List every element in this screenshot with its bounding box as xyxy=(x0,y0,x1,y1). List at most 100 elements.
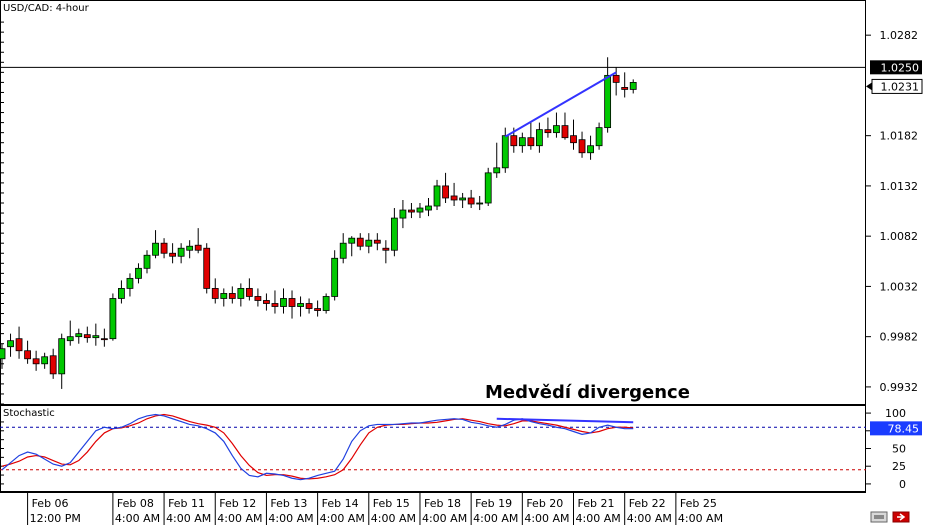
candle-up xyxy=(297,303,304,307)
time-hour-label: 4:00 AM xyxy=(320,512,365,525)
candle-down xyxy=(561,125,569,139)
candle-up xyxy=(501,135,509,169)
candle-up xyxy=(7,340,14,348)
candle-up xyxy=(220,293,228,299)
stochastic-label: Stochastic xyxy=(3,408,55,419)
candle-up xyxy=(177,247,185,257)
candle-up xyxy=(66,336,74,342)
candle-up xyxy=(390,217,398,251)
candle-down xyxy=(621,87,629,90)
candle-down xyxy=(160,242,168,254)
stochastic-k-line xyxy=(1,413,634,481)
price-tick-label: 0.9932 xyxy=(880,381,919,394)
time-date-label: Feb 14 xyxy=(322,497,359,510)
candle-up xyxy=(92,335,100,339)
candle-up xyxy=(135,267,142,279)
candle-down xyxy=(612,74,620,83)
candle-down xyxy=(570,135,577,144)
candle-down xyxy=(442,185,449,199)
time-date-label: Feb 13 xyxy=(270,497,307,510)
candle-up xyxy=(186,245,194,251)
candle-up xyxy=(595,127,603,147)
time-date-label: Feb 06 xyxy=(32,497,69,510)
candle-up xyxy=(459,197,467,201)
candles-layer xyxy=(0,57,637,389)
candle-up xyxy=(433,185,441,207)
candle-up xyxy=(0,348,6,360)
current-price-label: 1.0231 xyxy=(881,80,920,93)
time-hour-label: 4:00 AM xyxy=(524,512,569,525)
time-hour-label: 4:00 AM xyxy=(576,512,621,525)
time-hour-label: 4:00 AM xyxy=(166,512,211,525)
candle-down xyxy=(203,247,211,289)
level-price-tag xyxy=(870,60,922,75)
candle-down xyxy=(32,358,40,365)
candle-down xyxy=(544,129,552,134)
stochastic-tick-label: 25 xyxy=(892,460,906,473)
price-tick-label: 1.0082 xyxy=(880,230,919,243)
candle-down xyxy=(169,252,177,257)
level-price-label: 1.0250 xyxy=(881,61,920,74)
price-tick-label: 1.0032 xyxy=(880,280,919,293)
time-date-label: Feb 11 xyxy=(168,497,205,510)
time-date-label: Feb 22 xyxy=(629,497,666,510)
candle-up xyxy=(280,298,287,307)
candle-down xyxy=(228,293,236,299)
candle-up xyxy=(348,237,356,244)
candle-down xyxy=(245,288,253,297)
price-tick-label: 0.9982 xyxy=(880,331,919,344)
candle-down xyxy=(305,303,313,309)
candle-down xyxy=(408,209,415,213)
candle-up xyxy=(518,137,526,147)
candle-up xyxy=(535,129,543,147)
stochastic-tick-label: 0 xyxy=(899,478,906,491)
candle-down xyxy=(373,239,381,244)
candle-up xyxy=(484,172,492,204)
stochastic-lines: 78.45 xyxy=(1,413,922,481)
stochastic-tick-label: 100 xyxy=(885,407,906,420)
chart-title: USD/CAD: 4-hour xyxy=(3,3,90,14)
time-hour-label: 4:00 AM xyxy=(422,512,467,525)
stochastic-divergence-line xyxy=(496,417,634,424)
price-divergence-line xyxy=(504,71,617,138)
candle-up xyxy=(553,125,560,134)
current-price-arrow-icon xyxy=(866,82,872,91)
candle-up xyxy=(118,288,125,299)
candle-up xyxy=(41,356,49,365)
candle-up xyxy=(58,338,66,375)
candle-up xyxy=(143,254,151,269)
candle-up xyxy=(629,82,637,90)
price-tick-label: 1.0132 xyxy=(880,180,919,193)
candle-up xyxy=(365,239,373,247)
time-hour-label: 4:00 AM xyxy=(371,512,416,525)
time-hour-label: 4:00 AM xyxy=(115,512,160,525)
current-price-tag xyxy=(871,78,923,94)
scroll-left-icon[interactable] xyxy=(870,511,888,523)
time-date-label: Feb 19 xyxy=(475,497,512,510)
candle-up xyxy=(416,207,424,213)
candle-up xyxy=(399,209,407,219)
candle-down xyxy=(194,244,202,251)
time-date-label: Feb 08 xyxy=(117,497,154,510)
time-date-label: Feb 25 xyxy=(680,497,717,510)
candle-down xyxy=(49,355,57,375)
candle-up xyxy=(126,277,134,289)
candle-down xyxy=(288,298,296,307)
candle-down xyxy=(83,334,91,339)
price-tick-label: 1.0282 xyxy=(880,29,919,42)
candle-up xyxy=(75,333,83,338)
candle-up xyxy=(331,257,339,297)
time-hour-label: 4:00 AM xyxy=(217,512,262,525)
price-pane xyxy=(0,0,866,405)
candle-down xyxy=(263,300,270,304)
stochastic-value-label: 78.45 xyxy=(888,422,920,435)
candle-down xyxy=(450,195,458,201)
stochastic-tick-label: 50 xyxy=(892,443,906,456)
candle-up xyxy=(109,298,117,340)
stochastic-value-tag xyxy=(870,421,922,436)
candle-up xyxy=(237,288,245,299)
candle-down xyxy=(100,338,108,341)
candle-down xyxy=(467,197,475,205)
title-box xyxy=(1,1,89,14)
scroll-right-icon[interactable] xyxy=(892,511,910,523)
